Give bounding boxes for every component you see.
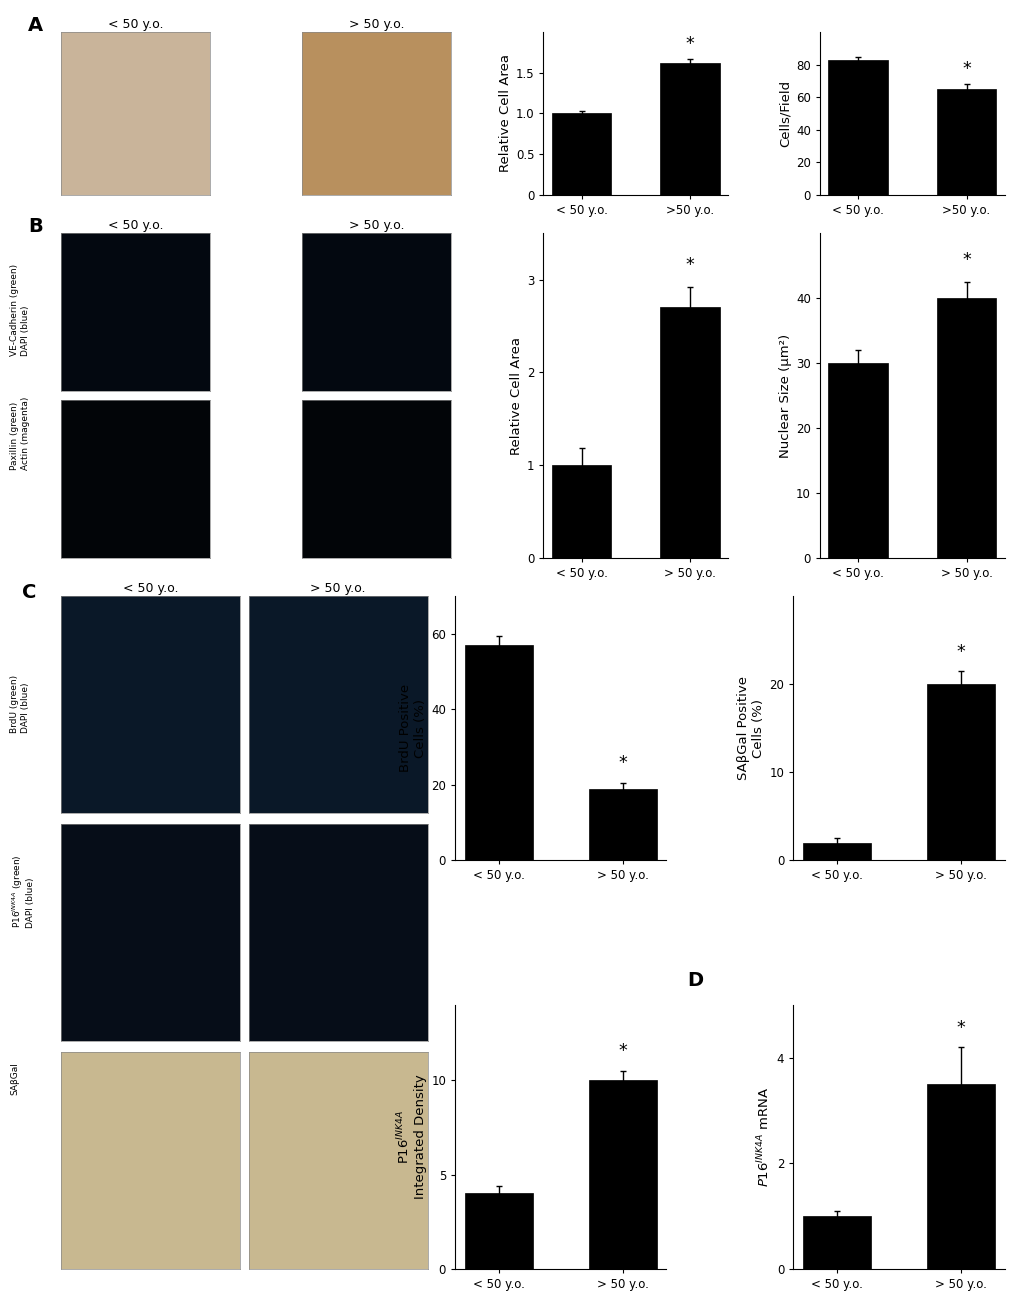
- Bar: [588, 788, 656, 860]
- Text: C: C: [21, 584, 37, 602]
- Text: *: *: [685, 256, 694, 274]
- Bar: [659, 63, 719, 195]
- Bar: [802, 1216, 870, 1269]
- Y-axis label: P16$^{INK4A}$
Integrated Density: P16$^{INK4A}$ Integrated Density: [395, 1075, 427, 1199]
- Text: VE-Cadherin (green)
DAPI (blue): VE-Cadherin (green) DAPI (blue): [10, 264, 30, 357]
- Title: < 50 y.o.: < 50 y.o.: [122, 583, 178, 596]
- Title: < 50 y.o.: < 50 y.o.: [108, 220, 163, 233]
- Text: D: D: [687, 970, 703, 990]
- Text: *: *: [618, 1043, 627, 1061]
- Title: > 50 y.o.: > 50 y.o.: [310, 583, 366, 596]
- Bar: [588, 1080, 656, 1269]
- Y-axis label: $\it{P16}$$^{INK4A}$ mRNA: $\it{P16}$$^{INK4A}$ mRNA: [755, 1087, 771, 1187]
- Bar: [551, 465, 610, 558]
- Bar: [465, 1194, 532, 1269]
- Bar: [659, 307, 719, 558]
- Text: *: *: [961, 251, 970, 269]
- Bar: [935, 298, 996, 558]
- Text: P16$^{INK4A}$ (green)
DAPI (blue): P16$^{INK4A}$ (green) DAPI (blue): [10, 855, 35, 928]
- Y-axis label: Nuclear Size (μm²): Nuclear Size (μm²): [779, 333, 791, 457]
- Title: > 50 y.o.: > 50 y.o.: [348, 18, 405, 31]
- Bar: [802, 842, 870, 860]
- Text: *: *: [961, 59, 970, 78]
- Text: *: *: [956, 1018, 964, 1036]
- Text: A: A: [29, 16, 44, 35]
- Text: Paxillin (green)
Actin (magenta): Paxillin (green) Actin (magenta): [10, 397, 30, 469]
- Bar: [827, 363, 888, 558]
- Text: *: *: [956, 642, 964, 660]
- Bar: [827, 59, 888, 195]
- Title: < 50 y.o.: < 50 y.o.: [108, 18, 163, 31]
- Bar: [551, 114, 610, 195]
- Text: B: B: [29, 217, 43, 236]
- Bar: [935, 89, 996, 195]
- Bar: [465, 646, 532, 860]
- Text: *: *: [618, 755, 627, 773]
- Y-axis label: Relative Cell Area: Relative Cell Area: [498, 54, 511, 172]
- Title: > 50 y.o.: > 50 y.o.: [348, 220, 405, 233]
- Text: BrdU (green)
DAPI (blue): BrdU (green) DAPI (blue): [10, 676, 30, 733]
- Text: *: *: [685, 35, 694, 53]
- Y-axis label: BrdU Positive
Cells (%): BrdU Positive Cells (%): [398, 685, 427, 773]
- Y-axis label: SAβGal Positive
Cells (%): SAβGal Positive Cells (%): [737, 676, 764, 780]
- Y-axis label: Cells/Field: Cells/Field: [779, 80, 791, 147]
- Bar: [926, 1084, 995, 1269]
- Bar: [926, 685, 995, 860]
- Text: SAβGal: SAβGal: [10, 1062, 19, 1096]
- Y-axis label: Relative Cell Area: Relative Cell Area: [510, 336, 522, 455]
